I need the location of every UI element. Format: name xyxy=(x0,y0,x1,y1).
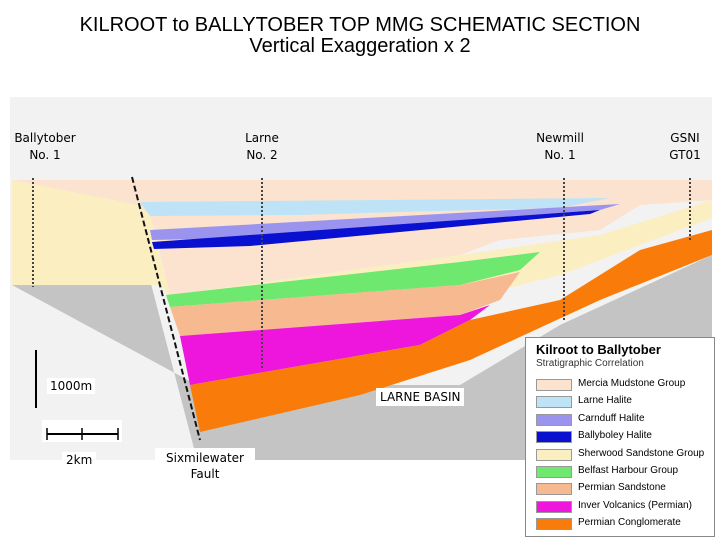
legend-swatch xyxy=(536,500,572,513)
sherwood-sandstone-unit xyxy=(12,180,712,300)
legend-item: Inver Volcanics (Permian) xyxy=(536,499,708,513)
belfast-harbour-unit xyxy=(166,252,540,307)
ballyboley-halite-unit xyxy=(152,210,600,249)
legend-title: Kilroot to Ballytober xyxy=(536,342,661,357)
legend-swatch xyxy=(536,466,572,478)
legend-item-label: Permian Sandstone xyxy=(578,482,666,494)
title-line-2: Vertical Exaggeration x 2 xyxy=(249,35,471,57)
legend-swatch xyxy=(536,431,572,444)
legend-item: Sherwood Sandstone Group xyxy=(536,447,708,461)
legend-subtitle: Stratigraphic Correlation xyxy=(536,358,644,369)
well-label-line1: Ballytober xyxy=(14,131,76,145)
legend-item: Larne Halite xyxy=(536,395,708,409)
stratigraphic-legend: Kilroot to Ballytober Stratigraphic Corr… xyxy=(525,337,715,537)
permian-conglomerate-unit xyxy=(190,230,712,432)
legend-swatch xyxy=(536,518,572,531)
legend-item: Carnduff Halite xyxy=(536,412,708,426)
well-label-line2: No. 2 xyxy=(246,148,278,162)
legend-item: Belfast Harbour Group xyxy=(536,465,708,478)
vertical-scale-label: 1000m xyxy=(47,378,96,394)
larne-halite-unit xyxy=(140,198,610,216)
legend-item-label: Carnduff Halite xyxy=(578,412,645,424)
well-label-gsni: GSNI GT01 xyxy=(655,130,715,164)
legend-item-label: Ballyboley Halite xyxy=(578,430,652,442)
legend-item-label: Mercia Mudstone Group xyxy=(578,378,686,389)
permian-sandstone-unit xyxy=(170,272,520,336)
well-label-ballytober: Ballytober No. 1 xyxy=(5,130,85,164)
legend-item: Mercia Mudstone Group xyxy=(536,378,708,391)
title-line-1: KILROOT to BALLYTOBER TOP MMG SCHEMATIC … xyxy=(79,14,641,36)
legend-item-label: Inver Volcanics (Permian) xyxy=(578,499,692,511)
legend-item: Ballyboley Halite xyxy=(536,430,708,444)
fault-label-line1: Sixmilewater xyxy=(166,451,244,465)
carnduff-halite-unit xyxy=(150,204,620,240)
legend-swatch xyxy=(536,379,572,391)
legend-item: Permian Conglomerate xyxy=(536,517,708,531)
legend-item: Permian Sandstone xyxy=(536,482,708,496)
legend-item-label: Permian Conglomerate xyxy=(578,517,681,529)
legend-swatch xyxy=(536,413,572,426)
legend-item-label: Larne Halite xyxy=(578,395,632,407)
legend-swatch xyxy=(536,448,572,461)
well-label-line2: No. 1 xyxy=(29,148,61,162)
legend-swatch xyxy=(536,483,572,496)
basin-label: LARNE BASIN xyxy=(376,388,465,406)
fault-label-line2: Fault xyxy=(190,467,220,481)
fault-label: Sixmilewater Fault xyxy=(155,448,255,484)
well-label-newmill: Newmill No. 1 xyxy=(520,130,600,164)
legend-swatch xyxy=(536,396,572,409)
well-label-line1: GSNI xyxy=(670,131,700,145)
well-label-line2: GT01 xyxy=(669,148,701,162)
sixmilewater-fault-line xyxy=(131,176,201,441)
legend-item-label: Belfast Harbour Group xyxy=(578,465,679,476)
well-label-larne: Larne No. 2 xyxy=(222,130,302,164)
well-label-line1: Larne xyxy=(245,131,279,145)
well-label-line1: Newmill xyxy=(536,131,584,145)
well-label-line2: No. 1 xyxy=(544,148,576,162)
legend-item-label: Sherwood Sandstone Group xyxy=(578,447,705,459)
inver-volcanics-unit xyxy=(180,305,490,385)
horizontal-scale-label: 2km xyxy=(62,452,97,468)
